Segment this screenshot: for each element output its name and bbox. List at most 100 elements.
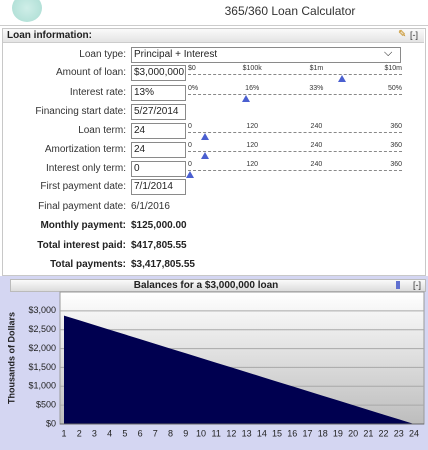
y-tick-label: $3,000 bbox=[28, 305, 56, 315]
slider-scale-label: 0 bbox=[188, 161, 192, 168]
select-arrow[interactable]: ⌵ bbox=[384, 47, 393, 59]
panel-title: Loan information: bbox=[7, 30, 92, 41]
total-label: Total interest paid: bbox=[37, 239, 126, 251]
x-tick-label: 15 bbox=[272, 428, 282, 438]
x-tick-label: 8 bbox=[168, 428, 173, 438]
select-loan-type[interactable]: Principal + Interest bbox=[131, 47, 401, 63]
result-value: 6/1/2016 bbox=[131, 201, 170, 212]
total-value: $3,417,805.55 bbox=[131, 259, 195, 270]
app-title: 365/360 Loan Calculator bbox=[224, 4, 356, 18]
y-tick-label: $2,500 bbox=[28, 324, 56, 334]
edit-icon[interactable]: ✎ bbox=[398, 29, 407, 40]
total-label: Monthly payment: bbox=[40, 220, 126, 231]
slider-scale-label: 240 bbox=[310, 123, 323, 130]
chart-title: Balances for a $3,000,000 loan bbox=[133, 280, 279, 291]
slider-scale-label: 240 bbox=[310, 161, 323, 168]
slider-scale-label: 120 bbox=[246, 123, 259, 130]
slider-scale-label: 360 bbox=[390, 123, 402, 130]
total-label: Total payments: bbox=[50, 259, 126, 270]
y-tick-label: $2,000 bbox=[28, 343, 56, 353]
slider-scale-label: $1m bbox=[309, 65, 324, 72]
x-tick-label: 14 bbox=[257, 428, 267, 438]
slider-scale-label: $10m bbox=[384, 65, 402, 72]
slider-scale-label: 16% bbox=[245, 85, 260, 92]
text-input[interactable]: 7/1/2014 bbox=[131, 179, 186, 195]
text-input[interactable]: 0 bbox=[131, 161, 186, 177]
total-value: $125,000.00 bbox=[131, 220, 187, 231]
x-tick-label: 19 bbox=[333, 428, 343, 438]
text-input[interactable]: 24 bbox=[131, 142, 186, 158]
slider-scale-label: 0 bbox=[188, 142, 192, 149]
slider-handle[interactable] bbox=[201, 133, 210, 140]
slider-handle[interactable] bbox=[201, 152, 210, 159]
x-tick-label: 24 bbox=[409, 428, 419, 438]
y-tick-label: $500 bbox=[36, 400, 56, 410]
slider-scale-label: 120 bbox=[246, 142, 259, 149]
x-tick-label: 17 bbox=[302, 428, 312, 438]
field-label: Interest only term: bbox=[45, 163, 126, 174]
slider-scale-label: $0 bbox=[188, 65, 196, 72]
x-tick-label: 20 bbox=[348, 428, 358, 438]
text-input[interactable]: 13% bbox=[131, 85, 186, 101]
panel-header: Loan information: ✎ [-] bbox=[3, 29, 424, 43]
x-tick-label: 22 bbox=[379, 428, 389, 438]
x-tick-label: 7 bbox=[153, 428, 158, 438]
x-tick-label: 11 bbox=[212, 428, 221, 438]
text-input[interactable]: $3,000,000.0 bbox=[131, 65, 186, 81]
field-label: Amount of loan: bbox=[55, 67, 126, 78]
x-tick-label: 5 bbox=[122, 428, 127, 438]
chart-collapse-button[interactable]: [-] bbox=[413, 280, 421, 290]
slider-handle[interactable] bbox=[241, 95, 250, 102]
slider-scale-label: 33% bbox=[309, 85, 324, 92]
slider-track[interactable] bbox=[188, 151, 402, 152]
x-tick-label: 12 bbox=[226, 428, 236, 438]
field-label: First payment date: bbox=[40, 181, 126, 192]
field-label: Interest rate: bbox=[69, 87, 126, 98]
slider-handle[interactable] bbox=[338, 75, 347, 82]
slider-scale-label: 120 bbox=[246, 161, 259, 168]
slider-track[interactable] bbox=[188, 132, 402, 133]
field-label: Amortization term: bbox=[44, 144, 126, 155]
x-tick-label: 4 bbox=[107, 428, 112, 438]
field-label: Financing start date: bbox=[35, 106, 126, 117]
total-value: $417,805.55 bbox=[131, 239, 187, 251]
x-tick-label: 3 bbox=[92, 428, 97, 438]
x-tick-label: 16 bbox=[287, 428, 297, 438]
slider-track[interactable] bbox=[188, 170, 402, 171]
slider-scale-label: $100k bbox=[242, 65, 262, 72]
result-label: Final payment date: bbox=[38, 201, 126, 212]
y-axis-title: Thousands of Dollars bbox=[6, 312, 16, 404]
x-tick-label: 1 bbox=[61, 428, 66, 438]
x-tick-label: 23 bbox=[394, 428, 404, 438]
x-tick-label: 2 bbox=[77, 428, 82, 438]
x-tick-label: 6 bbox=[138, 428, 143, 438]
field-label: Loan term: bbox=[78, 125, 126, 136]
logo bbox=[12, 0, 42, 22]
x-tick-label: 21 bbox=[363, 428, 373, 438]
slider-scale-label: 360 bbox=[390, 161, 402, 168]
y-tick-label: $1,000 bbox=[28, 381, 56, 391]
collapse-button[interactable]: [-] bbox=[410, 30, 418, 40]
slider-scale-label: 0 bbox=[188, 123, 192, 130]
form-panel bbox=[2, 28, 426, 276]
header: 365/360 Loan Calculator bbox=[0, 0, 428, 26]
text-input[interactable]: 24 bbox=[131, 123, 186, 139]
slider-track[interactable] bbox=[188, 74, 402, 75]
x-tick-label: 9 bbox=[183, 428, 188, 438]
x-tick-label: 13 bbox=[242, 428, 252, 438]
text-input[interactable]: 5/27/2014 bbox=[131, 104, 186, 120]
slider-scale-label: 50% bbox=[387, 85, 402, 92]
y-tick-label: $0 bbox=[46, 418, 56, 428]
x-tick-label: 10 bbox=[196, 428, 206, 438]
slider-scale-label: 360 bbox=[390, 142, 402, 149]
slider-track[interactable] bbox=[188, 94, 402, 95]
chart-icon[interactable] bbox=[396, 281, 400, 289]
x-tick-label: 18 bbox=[318, 428, 328, 438]
slider-scale-label: 0% bbox=[188, 85, 199, 92]
slider-scale-label: 240 bbox=[310, 142, 323, 149]
y-tick-label: $1,500 bbox=[28, 362, 56, 372]
field-label: Loan type: bbox=[79, 49, 126, 60]
slider-handle[interactable] bbox=[186, 171, 195, 178]
